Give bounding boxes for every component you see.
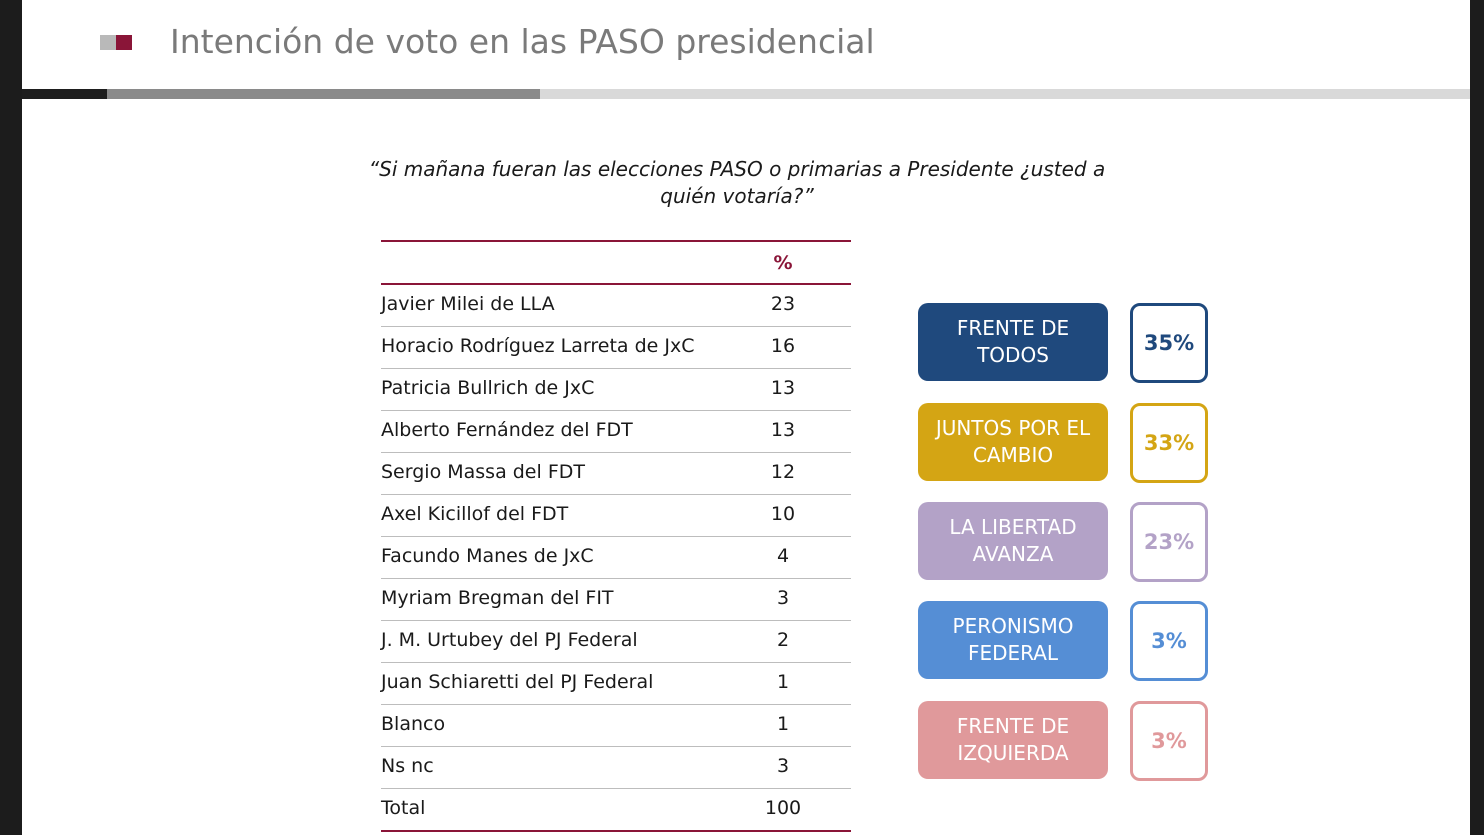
table-row: Blanco 1 [381, 705, 851, 747]
party-label-line2: CAMBIO [972, 443, 1054, 467]
candidate-percent: 3 [776, 755, 790, 777]
party-label: FRENTE DE TODOS [918, 303, 1108, 381]
table-row: Axel Kicillof del FDT 10 [381, 495, 851, 537]
candidate-name: Sergio Massa del FDT [381, 461, 585, 483]
header-divider-gray [107, 89, 540, 99]
candidate-percent: 1 [776, 671, 790, 693]
header-divider-light [540, 89, 1470, 99]
party-label-line2: FEDERAL [967, 641, 1059, 665]
candidate-name: Patricia Bullrich de JxC [381, 377, 595, 399]
table-row: J. M. Urtubey del PJ Federal 2 [381, 621, 851, 663]
candidate-name: Alberto Fernández del FDT [381, 419, 633, 441]
survey-question: “Si mañana fueran las elecciones PASO o … [352, 156, 1122, 210]
table-total-row: Total 100 [381, 789, 851, 832]
candidate-percent: 1 [776, 713, 790, 735]
party-label: PERONISMO FEDERAL [918, 601, 1108, 679]
table-row: Juan Schiaretti del PJ Federal 1 [381, 663, 851, 705]
party-percent: 23% [1130, 502, 1208, 582]
candidate-percent: 13 [770, 377, 796, 399]
party-percent: 35% [1130, 303, 1208, 383]
party-percent: 33% [1130, 403, 1208, 483]
candidate-percent: 10 [770, 503, 796, 525]
vote-intention-table: % Javier Milei de LLA 23 Horacio Rodríguez… [381, 240, 851, 832]
party-label-line1: JUNTOS POR EL [935, 416, 1091, 440]
table-row: Ns nc 3 [381, 747, 851, 789]
candidate-percent: 13 [770, 419, 796, 441]
table-header: % [381, 242, 851, 285]
candidate-name: Javier Milei de LLA [381, 293, 555, 315]
candidate-name: Facundo Manes de JxC [381, 545, 594, 567]
table-row: Myriam Bregman del FIT 3 [381, 579, 851, 621]
table-row: Sergio Massa del FDT 12 [381, 453, 851, 495]
table-header-percent: % [773, 252, 793, 274]
party-label-line1: FRENTE DE [956, 316, 1070, 340]
party-label-line2: AVANZA [972, 542, 1054, 566]
candidate-name: J. M. Urtubey del PJ Federal [381, 629, 638, 651]
candidate-name: Blanco [381, 713, 446, 735]
table-row: Patricia Bullrich de JxC 13 [381, 369, 851, 411]
candidate-name: Horacio Rodríguez Larreta de JxC [381, 335, 695, 357]
party-percent: 3% [1130, 601, 1208, 681]
table-row: Horacio Rodríguez Larreta de JxC 16 [381, 327, 851, 369]
table-body: Javier Milei de LLA 23 Horacio Rodríguez L… [381, 285, 851, 832]
survey-question-line1: “Si mañana fueran las elecciones PASO o … [368, 157, 1106, 181]
candidate-percent: 4 [776, 545, 790, 567]
candidate-name: Axel Kicillof del FDT [381, 503, 569, 525]
candidate-percent: 23 [770, 293, 796, 315]
candidate-name: Juan Schiaretti del PJ Federal [381, 671, 654, 693]
party-label-line2: TODOS [977, 343, 1049, 367]
candidate-percent: 3 [776, 587, 790, 609]
candidate-name: Ns nc [381, 755, 434, 777]
party-label: LA LIBERTAD AVANZA [918, 502, 1108, 580]
title-bullet-icon [100, 35, 132, 50]
table-row: Alberto Fernández del FDT 13 [381, 411, 851, 453]
party-label-line1: LA LIBERTAD [949, 515, 1077, 539]
table-row: Facundo Manes de JxC 4 [381, 537, 851, 579]
page-title: Intención de voto en las PASO presidenci… [170, 22, 875, 61]
party-percent: 3% [1130, 701, 1208, 781]
candidate-percent: 100 [764, 797, 802, 819]
party-label: JUNTOS POR EL CAMBIO [918, 403, 1108, 481]
party-label-line1: FRENTE DE [956, 714, 1070, 738]
slide: Intención de voto en las PASO presidenci… [22, 0, 1470, 835]
party-label-line1: PERONISMO [952, 614, 1074, 638]
party-label: FRENTE DE IZQUIERDA [918, 701, 1108, 779]
table-top-rule [381, 240, 851, 242]
candidate-name: Total [381, 797, 426, 819]
table-row: Javier Milei de LLA 23 [381, 285, 851, 327]
candidate-percent: 2 [776, 629, 790, 651]
candidate-name: Myriam Bregman del FIT [381, 587, 614, 609]
candidate-percent: 16 [770, 335, 796, 357]
candidate-percent: 12 [770, 461, 796, 483]
party-label-line2: IZQUIERDA [957, 741, 1069, 765]
survey-question-line2: quién votaría?” [660, 184, 814, 208]
header-divider-black [22, 89, 107, 99]
